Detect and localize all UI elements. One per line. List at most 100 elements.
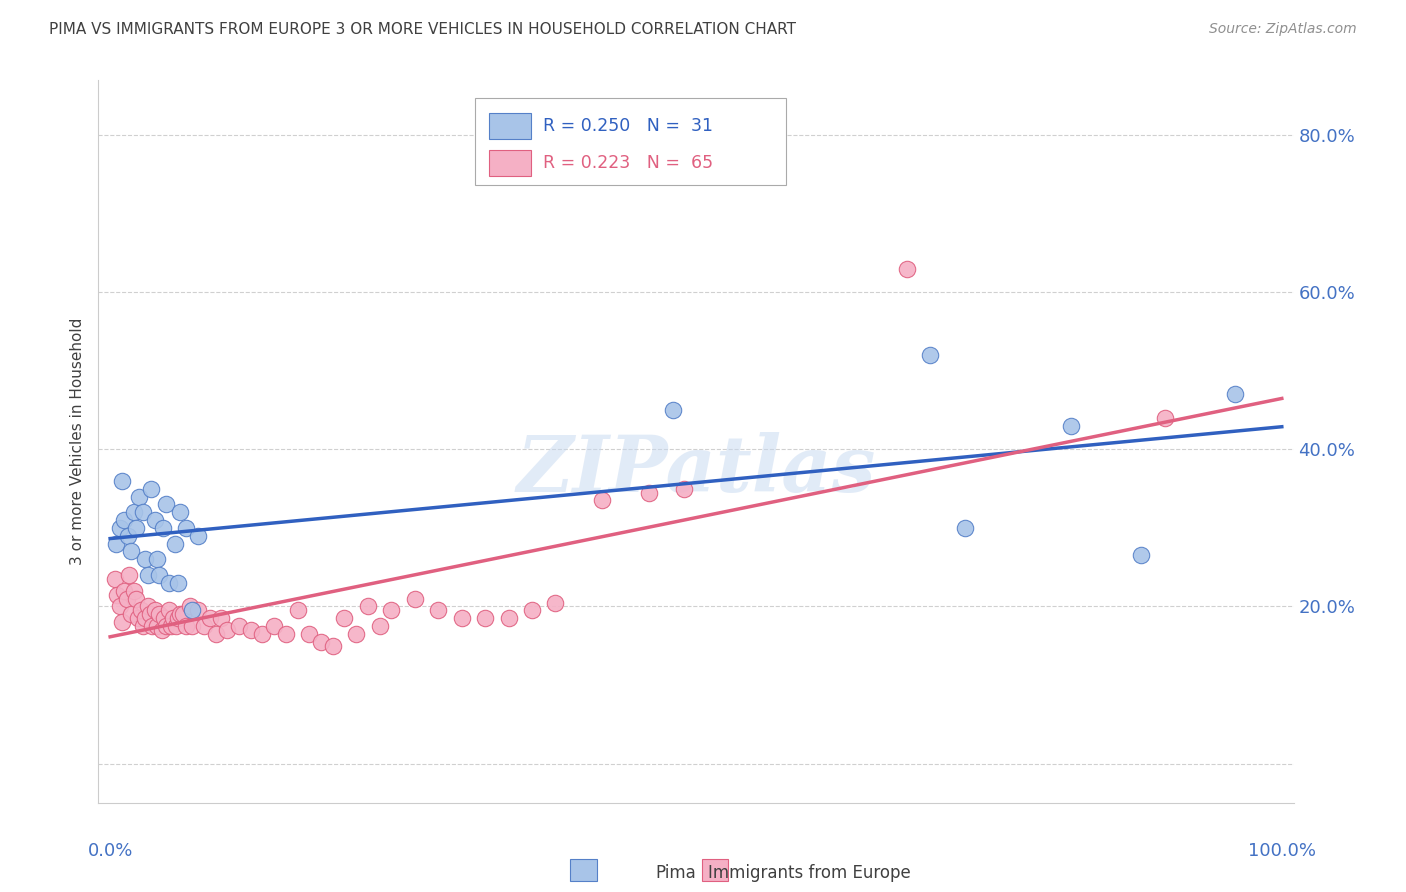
- Point: [1060, 418, 1083, 433]
- Point: [204, 627, 226, 641]
- Point: [155, 497, 177, 511]
- FancyBboxPatch shape: [489, 113, 531, 139]
- Text: R = 0.223   N =  65: R = 0.223 N = 65: [543, 154, 713, 172]
- Point: [134, 552, 156, 566]
- Point: [187, 529, 209, 543]
- Point: [228, 619, 250, 633]
- Point: [179, 599, 201, 614]
- Point: [132, 619, 155, 633]
- Point: [120, 607, 142, 622]
- Text: ZIPatlas: ZIPatlas: [516, 433, 876, 508]
- Point: [1153, 411, 1175, 425]
- Point: [357, 599, 380, 614]
- Text: PIMA VS IMMIGRANTS FROM EUROPE 3 OR MORE VEHICLES IN HOUSEHOLD CORRELATION CHART: PIMA VS IMMIGRANTS FROM EUROPE 3 OR MORE…: [49, 22, 796, 37]
- FancyBboxPatch shape: [702, 859, 728, 880]
- Point: [150, 623, 173, 637]
- Point: [157, 603, 180, 617]
- Point: [148, 568, 170, 582]
- Point: [1130, 549, 1153, 563]
- Point: [152, 521, 174, 535]
- Point: [120, 544, 142, 558]
- Point: [450, 611, 472, 625]
- Point: [146, 552, 169, 566]
- Point: [344, 627, 367, 641]
- Point: [132, 505, 155, 519]
- Point: [143, 513, 166, 527]
- FancyBboxPatch shape: [475, 98, 786, 185]
- Point: [162, 611, 184, 625]
- Point: [160, 619, 183, 633]
- Point: [169, 505, 191, 519]
- Point: [125, 591, 148, 606]
- Point: [143, 603, 166, 617]
- Point: [1223, 387, 1246, 401]
- Point: [474, 611, 496, 625]
- Point: [139, 607, 162, 622]
- Point: [108, 599, 131, 614]
- Y-axis label: 3 or more Vehicles in Household: 3 or more Vehicles in Household: [69, 318, 84, 566]
- Text: Pima: Pima: [655, 864, 696, 882]
- Point: [128, 490, 150, 504]
- Point: [263, 619, 285, 633]
- Point: [380, 603, 402, 617]
- Point: [309, 635, 332, 649]
- Point: [172, 607, 194, 622]
- Point: [167, 611, 190, 625]
- Point: [127, 611, 149, 625]
- Point: [141, 482, 163, 496]
- Point: [122, 505, 145, 519]
- Point: [108, 521, 131, 535]
- Point: [165, 619, 187, 633]
- Point: [163, 536, 186, 550]
- Point: [153, 611, 176, 625]
- Point: [252, 627, 274, 641]
- Point: [181, 619, 204, 633]
- Point: [427, 603, 450, 617]
- Text: 100.0%: 100.0%: [1247, 842, 1316, 860]
- Point: [115, 591, 138, 606]
- Point: [498, 611, 520, 625]
- Point: [239, 623, 262, 637]
- Point: [298, 627, 321, 641]
- Point: [174, 619, 197, 633]
- Point: [146, 619, 169, 633]
- Point: [111, 615, 134, 630]
- Point: [155, 619, 177, 633]
- Point: [322, 639, 344, 653]
- Point: [181, 603, 204, 617]
- Point: [167, 575, 190, 590]
- Point: [148, 607, 170, 622]
- Point: [134, 611, 156, 625]
- Text: 0.0%: 0.0%: [87, 842, 132, 860]
- Point: [333, 611, 356, 625]
- Point: [111, 474, 134, 488]
- Point: [174, 521, 197, 535]
- Point: [287, 603, 309, 617]
- Point: [136, 568, 159, 582]
- Point: [920, 348, 942, 362]
- Point: [198, 611, 221, 625]
- FancyBboxPatch shape: [571, 859, 596, 880]
- Point: [896, 261, 918, 276]
- Point: [673, 482, 696, 496]
- Point: [661, 403, 683, 417]
- Point: [217, 623, 239, 637]
- Point: [105, 588, 128, 602]
- Point: [211, 611, 233, 625]
- Point: [136, 599, 159, 614]
- FancyBboxPatch shape: [489, 151, 531, 177]
- Text: Source: ZipAtlas.com: Source: ZipAtlas.com: [1209, 22, 1357, 37]
- Point: [122, 583, 145, 598]
- Point: [955, 521, 977, 535]
- Point: [141, 619, 163, 633]
- Point: [591, 493, 613, 508]
- Point: [112, 513, 135, 527]
- Point: [117, 529, 139, 543]
- Text: Immigrants from Europe: Immigrants from Europe: [709, 864, 911, 882]
- Point: [274, 627, 297, 641]
- Point: [157, 575, 180, 590]
- Point: [520, 603, 543, 617]
- Point: [118, 568, 141, 582]
- Point: [125, 521, 148, 535]
- Text: R = 0.250   N =  31: R = 0.250 N = 31: [543, 117, 713, 135]
